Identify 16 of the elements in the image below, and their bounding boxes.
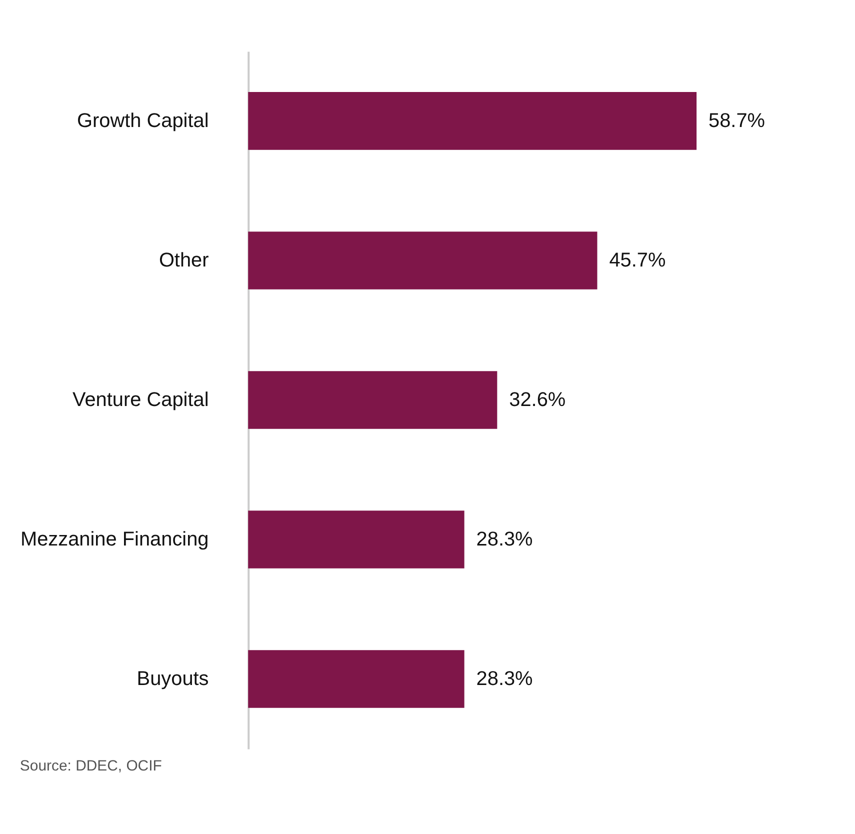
bar: [248, 232, 598, 290]
data-label: 32.6%: [509, 388, 566, 411]
data-label: 28.3%: [476, 528, 533, 550]
y-tick-label: Venture Capital: [72, 388, 209, 411]
y-tick-label: Buyouts: [136, 668, 209, 690]
data-label: 28.3%: [476, 668, 533, 690]
bar: [248, 650, 464, 708]
y-tick-label: Mezzanine Financing: [20, 528, 209, 550]
bar: [248, 510, 464, 568]
bar: [248, 92, 697, 150]
bar: [248, 371, 498, 429]
data-label: 58.7%: [708, 110, 766, 132]
source-note: Source: DDEC, OCIF: [20, 758, 162, 775]
data-label: 45.7%: [609, 249, 666, 272]
y-tick-label: Other: [158, 249, 210, 272]
y-tick-label: Growth Capital: [77, 110, 209, 132]
